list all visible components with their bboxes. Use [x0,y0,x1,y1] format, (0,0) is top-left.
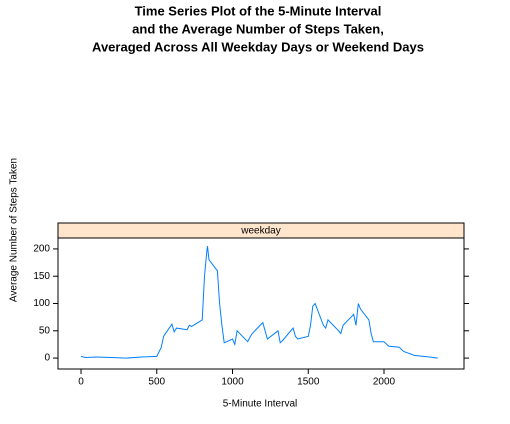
y-tick-label: 50 [39,325,51,336]
y-axis-label: Average Number of Steps Taken [9,158,20,302]
panel-label: weekday [240,226,280,237]
x-axis-label: 5-Minute Interval [223,399,297,410]
x-tick-label: 0 [78,377,84,388]
panel [57,237,465,370]
y-tick-label: 0 [44,353,50,364]
data-line [80,246,438,359]
chart-title: Averaged Across All Weekday Days or Week… [92,39,424,54]
x-tick-label: 1000 [221,377,244,388]
x-tick-label: 500 [148,377,165,388]
x-tick-label: 1500 [297,377,320,388]
chart-title: and the Average Number of Steps Taken, [132,21,384,36]
chart-title: Time Series Plot of the 5-Minute Interva… [135,3,382,18]
y-tick-label: 200 [33,244,50,255]
x-tick-label: 2000 [373,377,396,388]
y-tick-label: 100 [33,298,50,309]
y-tick-label: 150 [33,271,50,282]
